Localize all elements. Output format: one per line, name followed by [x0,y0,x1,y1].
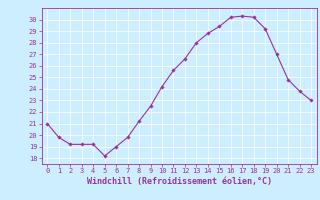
X-axis label: Windchill (Refroidissement éolien,°C): Windchill (Refroidissement éolien,°C) [87,177,272,186]
